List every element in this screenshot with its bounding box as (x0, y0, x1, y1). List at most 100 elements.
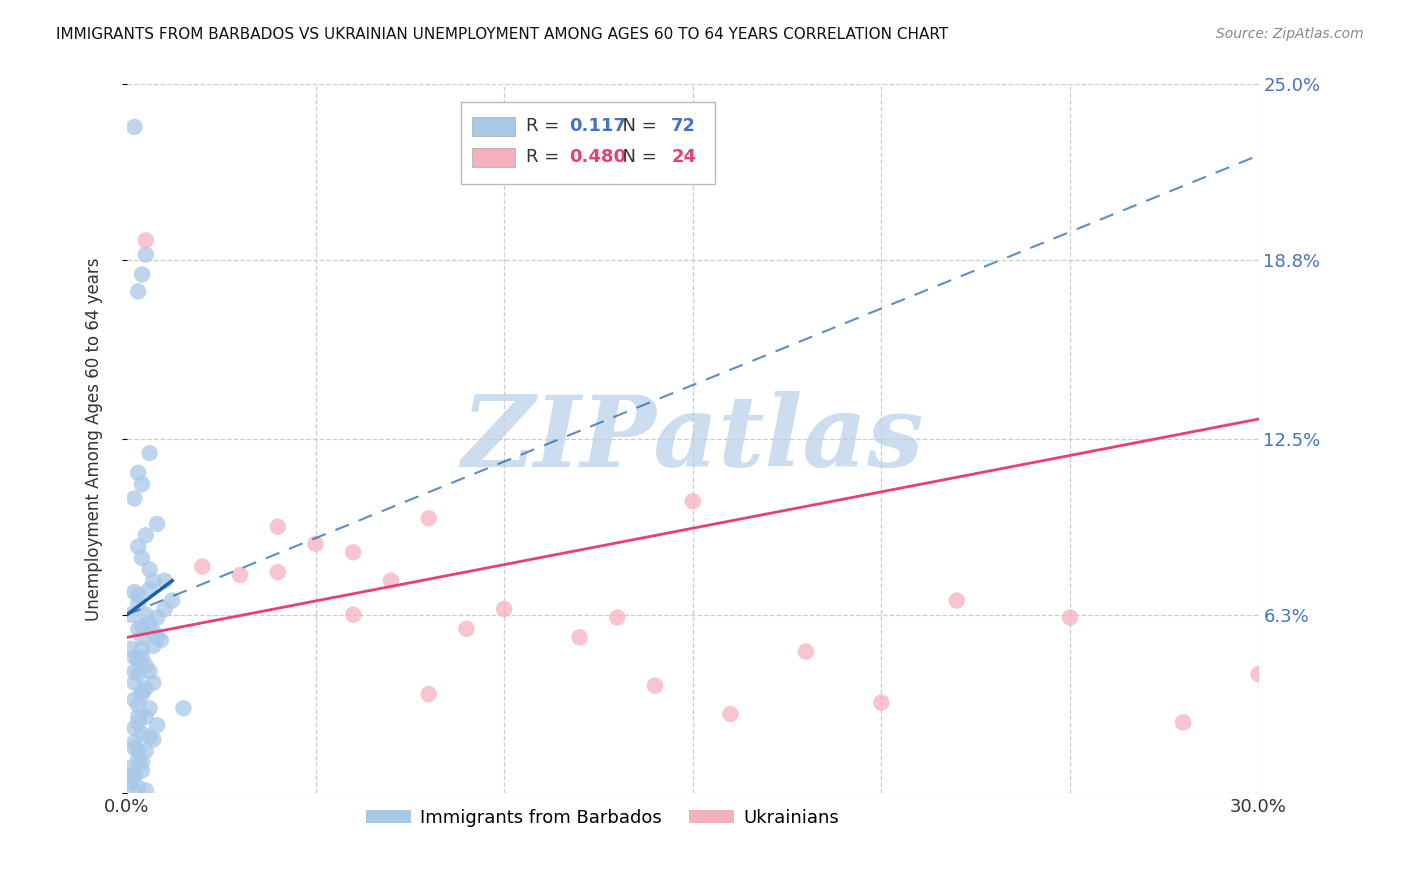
Point (120, 778, 142, 792)
Point (127, 744, 149, 758)
Point (135, 783, 157, 797)
Point (131, 551, 153, 566)
Point (946, 593, 969, 607)
Point (870, 696, 893, 710)
Point (138, 701, 160, 715)
Point (124, 665, 146, 679)
Point (135, 658, 157, 673)
Point (124, 650, 146, 665)
Point (127, 285, 149, 299)
Text: 0.480: 0.480 (569, 148, 627, 167)
Point (127, 780, 149, 795)
Point (131, 619, 153, 633)
Point (142, 675, 165, 690)
Point (124, 585, 146, 599)
Point (124, 120, 146, 134)
Point (131, 268, 153, 282)
Point (131, 727, 153, 741)
Point (142, 732, 165, 747)
Text: IMMIGRANTS FROM BARBADOS VS UKRAINIAN UNEMPLOYMENT AMONG AGES 60 TO 64 YEARS COR: IMMIGRANTS FROM BARBADOS VS UKRAINIAN UN… (56, 27, 949, 42)
Point (135, 528, 157, 542)
Point (127, 596, 149, 610)
Point (127, 715, 149, 730)
Point (135, 744, 157, 758)
Point (135, 710, 157, 724)
Point (418, 687, 440, 701)
Point (127, 622, 149, 636)
Point (682, 494, 704, 508)
Point (267, 520, 290, 534)
Point (124, 766, 146, 780)
Point (131, 631, 153, 645)
Point (146, 610, 169, 624)
Point (127, 698, 149, 713)
Point (120, 775, 142, 789)
Point (124, 675, 146, 690)
Point (456, 622, 478, 636)
Point (135, 234, 157, 248)
Point (131, 641, 153, 656)
Point (794, 644, 817, 658)
Text: N =: N = (612, 148, 662, 167)
Text: 24: 24 (671, 148, 696, 167)
Point (135, 607, 157, 622)
Point (380, 574, 402, 588)
Point (127, 653, 149, 667)
Point (127, 710, 149, 724)
Point (142, 574, 165, 588)
Point (418, 511, 440, 525)
Text: Source: ZipAtlas.com: Source: ZipAtlas.com (1216, 27, 1364, 41)
Point (138, 562, 160, 576)
Point (146, 631, 169, 645)
Point (124, 735, 146, 749)
Text: ZIPatlas: ZIPatlas (461, 391, 924, 487)
Point (124, 769, 146, 783)
FancyBboxPatch shape (472, 117, 515, 136)
Point (191, 559, 214, 574)
Point (153, 602, 176, 616)
Text: R =: R = (526, 148, 565, 167)
Text: 72: 72 (671, 117, 696, 136)
Point (120, 607, 142, 622)
Point (342, 545, 364, 559)
Point (131, 684, 153, 698)
Point (142, 624, 165, 639)
Point (127, 752, 149, 766)
Point (173, 701, 195, 715)
Point (146, 718, 169, 732)
Point (131, 764, 153, 778)
Point (135, 681, 157, 696)
Y-axis label: Unemployment Among Ages 60 to 64 years: Unemployment Among Ages 60 to 64 years (86, 257, 103, 621)
FancyBboxPatch shape (461, 103, 716, 184)
Point (138, 446, 160, 460)
Point (267, 565, 290, 579)
Point (138, 582, 160, 597)
Legend: Immigrants from Barbados, Ukrainians: Immigrants from Barbados, Ukrainians (359, 802, 846, 834)
Point (1247, 667, 1270, 681)
Point (304, 537, 326, 551)
Point (494, 602, 516, 616)
Point (1059, 610, 1081, 624)
Point (124, 692, 146, 706)
Text: 0.117: 0.117 (569, 117, 626, 136)
Point (131, 687, 153, 701)
Point (1171, 715, 1194, 730)
Point (124, 721, 146, 735)
Point (127, 540, 149, 554)
Point (127, 667, 149, 681)
Point (149, 633, 172, 648)
Point (142, 639, 165, 653)
FancyBboxPatch shape (472, 148, 515, 168)
Point (606, 610, 628, 624)
Point (131, 755, 153, 769)
Point (160, 593, 183, 607)
Point (127, 466, 149, 480)
Text: N =: N = (612, 117, 662, 136)
Point (131, 477, 153, 491)
Point (120, 761, 142, 775)
Point (644, 679, 666, 693)
Text: R =: R = (526, 117, 565, 136)
Point (124, 491, 146, 506)
Point (568, 631, 591, 645)
Point (138, 665, 160, 679)
